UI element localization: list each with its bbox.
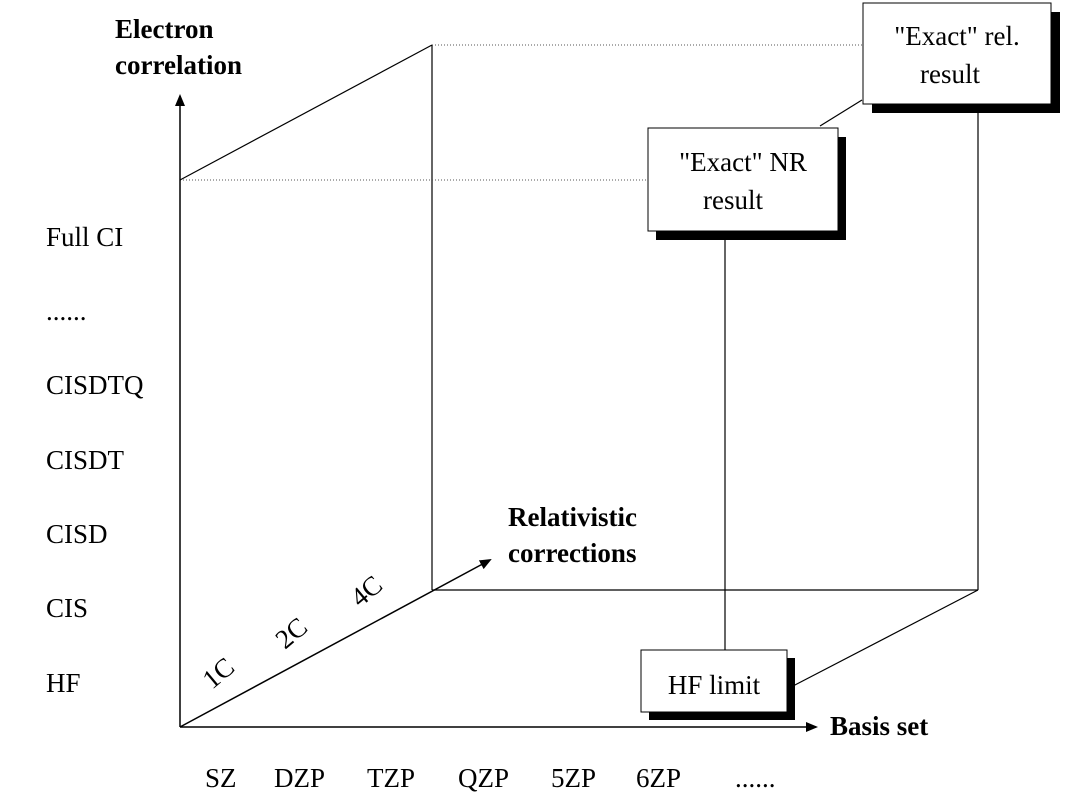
correlation-axis-title-line2: correlation (115, 50, 242, 80)
exact-nr-label-line2: result (703, 185, 763, 215)
exact-nr-label-line1: "Exact" NR (679, 147, 807, 177)
exact-rel-label-line2: result (920, 59, 980, 89)
correlation-level-label: ...... (46, 296, 87, 326)
relativistic-axis (179, 559, 492, 728)
correlation-level-label: CISD (46, 519, 108, 549)
relativistic-axis-title-line1: Relativistic (508, 502, 637, 532)
relativistic-level-label: 4C (345, 569, 388, 612)
basis-set-label: QZP (458, 763, 509, 793)
basis-set-label: ...... (735, 763, 776, 793)
exact-rel-label-line1: "Exact" rel. (894, 21, 1019, 51)
basis-set-label: 6ZP (636, 763, 681, 793)
basis-set-axis-title: Basis set (830, 711, 928, 741)
exact-nr-result-box: "Exact" NR result (647, 127, 846, 240)
basis-set-label: 5ZP (551, 763, 596, 793)
basis-set-label: DZP (274, 763, 325, 793)
basis-set-labels: SZ DZP TZP QZP 5ZP 6ZP ...... (205, 763, 776, 793)
relativistic-level-label: 1C (197, 651, 240, 694)
hf-limit-box: HF limit (640, 649, 795, 720)
correlation-axis-title-line1: Electron (115, 14, 213, 44)
cube-left-top-diagonal (179, 44, 433, 181)
correlation-level-label: HF (46, 668, 81, 698)
correlation-level-label: CISDTQ (46, 370, 144, 400)
relativistic-level-label: 2C (270, 611, 313, 654)
basis-set-label: TZP (367, 763, 415, 793)
correlation-level-label: CISDT (46, 445, 125, 475)
relativistic-level-labels: 1C 2C 4C (197, 569, 388, 694)
cube-right-top-diagonal (819, 99, 863, 127)
cube-right-bottom-diagonal (792, 589, 979, 687)
correlation-level-labels: HF CIS CISD CISDT CISDTQ ...... Full CI (46, 222, 144, 698)
hf-limit-label: HF limit (668, 670, 761, 700)
basis-set-label: SZ (205, 763, 237, 793)
exact-rel-result-box: "Exact" rel. result (862, 2, 1060, 113)
relativistic-axis-title-line2: corrections (508, 538, 636, 568)
correlation-level-label: Full CI (46, 222, 123, 252)
correlation-level-label: CIS (46, 593, 88, 623)
